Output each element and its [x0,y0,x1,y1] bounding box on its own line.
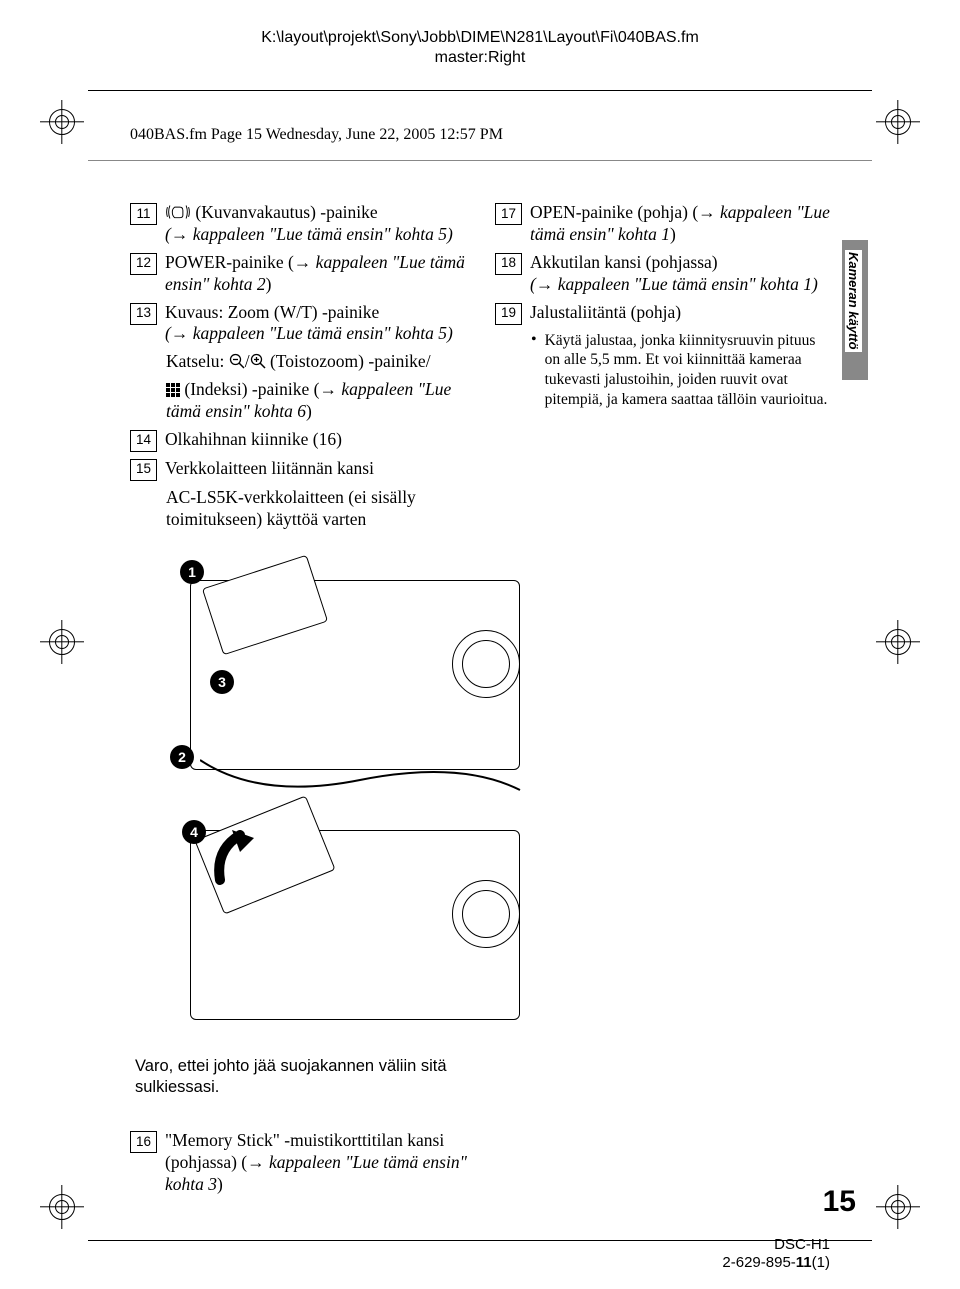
list-item: 16 "Memory Stick" -muistikorttitilan kan… [130,1130,490,1202]
item-ref: (→ kappaleen "Lue tämä ensin" kohta 5) [165,323,465,345]
item-number: 12 [130,253,157,275]
registration-mark [876,1185,920,1229]
page-number: 15 [823,1185,856,1219]
arrow-icon [210,830,270,890]
item-subline: Katselu: / (Toistozoom) -painike/ [166,351,465,373]
callout-marker: 3 [210,670,234,694]
registration-mark [876,100,920,144]
list-item: 19 Jalustaliitäntä (pohja) [495,302,830,325]
item-number: 15 [130,459,157,481]
item-number: 17 [495,203,522,225]
list-item: 17 OPEN-painike (pohja) (→ kappaleen "Lu… [495,202,830,246]
warning-text: Varo, ettei johto jää suojakannen väliin… [135,1056,465,1097]
header-path-line2: master:Right [0,48,960,68]
content-columns: 11 (Kuvanvakautus) -painike (→ (→ kappal… [130,202,830,537]
list-item: 18 Akkutilan kansi (pohjassa) (→ kappale… [495,252,830,296]
divider [88,160,872,161]
index-icon [166,381,180,395]
item-number: 16 [130,1131,157,1153]
item-text: Verkkolaitteen liitännän kansi [165,458,465,481]
hand-shake-icon [165,203,191,221]
zoom-out-icon [229,353,245,369]
registration-mark [40,620,84,664]
figure-illustration: 1 3 2 4 [170,570,600,1040]
item-text: Akkutilan kansi (pohjassa) [530,252,718,272]
left-column: 11 (Kuvanvakautus) -painike (→ (→ kappal… [130,202,465,537]
item-text: Olkahihnan kiinnike (16) [165,429,465,452]
header-path: K:\layout\projekt\Sony\Jobb\DIME\N281\La… [0,28,960,68]
divider [88,90,872,91]
callout-marker: 4 [182,820,206,844]
registration-mark [40,1185,84,1229]
bullet-text: Käytä jalustaa, jonka kiinnitysruuvin pi… [545,331,830,410]
right-column: 17 OPEN-painike (pohja) (→ kappaleen "Lu… [495,202,830,537]
item-number: 13 [130,303,157,325]
callout-marker: 1 [180,560,204,584]
item-text: POWER-painike (→ kappaleen "Lue tämä ens… [165,252,465,296]
item-text: Jalustaliitäntä (pohja) [530,302,830,325]
item-number: 19 [495,303,522,325]
list-item: 14 Olkahihnan kiinnike (16) [130,429,465,452]
footer-model: DSC-H1 [722,1236,830,1255]
bullet-note: Käytä jalustaa, jonka kiinnitysruuvin pi… [531,331,830,410]
list-item: 12 POWER-painike (→ kappaleen "Lue tämä … [130,252,465,296]
zoom-in-icon [250,353,266,369]
item-ref: (→ kappaleen "Lue tämä ensin" kohta 1) [530,274,830,296]
list-item: 13 Kuvaus: Zoom (W/T) -painike (→ kappal… [130,302,465,346]
item-text: OPEN-painike (pohja) (→ kappaleen "Lue t… [530,202,830,246]
list-item: 15 Verkkolaitteen liitännän kansi [130,458,465,481]
registration-mark [876,620,920,664]
item-subline: AC-LS5K-verkkolaitteen (ei sisälly toimi… [166,487,465,531]
item-ref: (→ (→ kappaleen "Lue tämä ensin" kohta 5… [165,224,465,246]
cable-line [200,750,530,810]
section-tab: Kameran käyttö [842,240,868,380]
fm-status-line: 040BAS.fm Page 15 Wednesday, June 22, 20… [130,126,503,144]
item-text: (Kuvanvakautus) -painike [195,202,377,222]
footer-text: DSC-H1 2-629-895-11(1) [722,1236,830,1274]
section-tab-label: Kameran käyttö [845,250,862,352]
item-number: 14 [130,430,157,452]
item-text: "Memory Stick" -muistikorttitilan kansi … [165,1130,490,1196]
item-number: 18 [495,253,522,275]
item-subline: (Indeksi) -painike (→ kappaleen "Lue täm… [166,379,465,423]
list-item: 11 (Kuvanvakautus) -painike (→ (→ kappal… [130,202,465,246]
item-number: 11 [130,203,157,225]
registration-mark [40,100,84,144]
footer-partno: 2-629-895-11(1) [722,1254,830,1273]
header-path-line1: K:\layout\projekt\Sony\Jobb\DIME\N281\La… [0,28,960,48]
item-text: Kuvaus: Zoom (W/T) -painike [165,302,379,322]
callout-marker: 2 [170,745,194,769]
